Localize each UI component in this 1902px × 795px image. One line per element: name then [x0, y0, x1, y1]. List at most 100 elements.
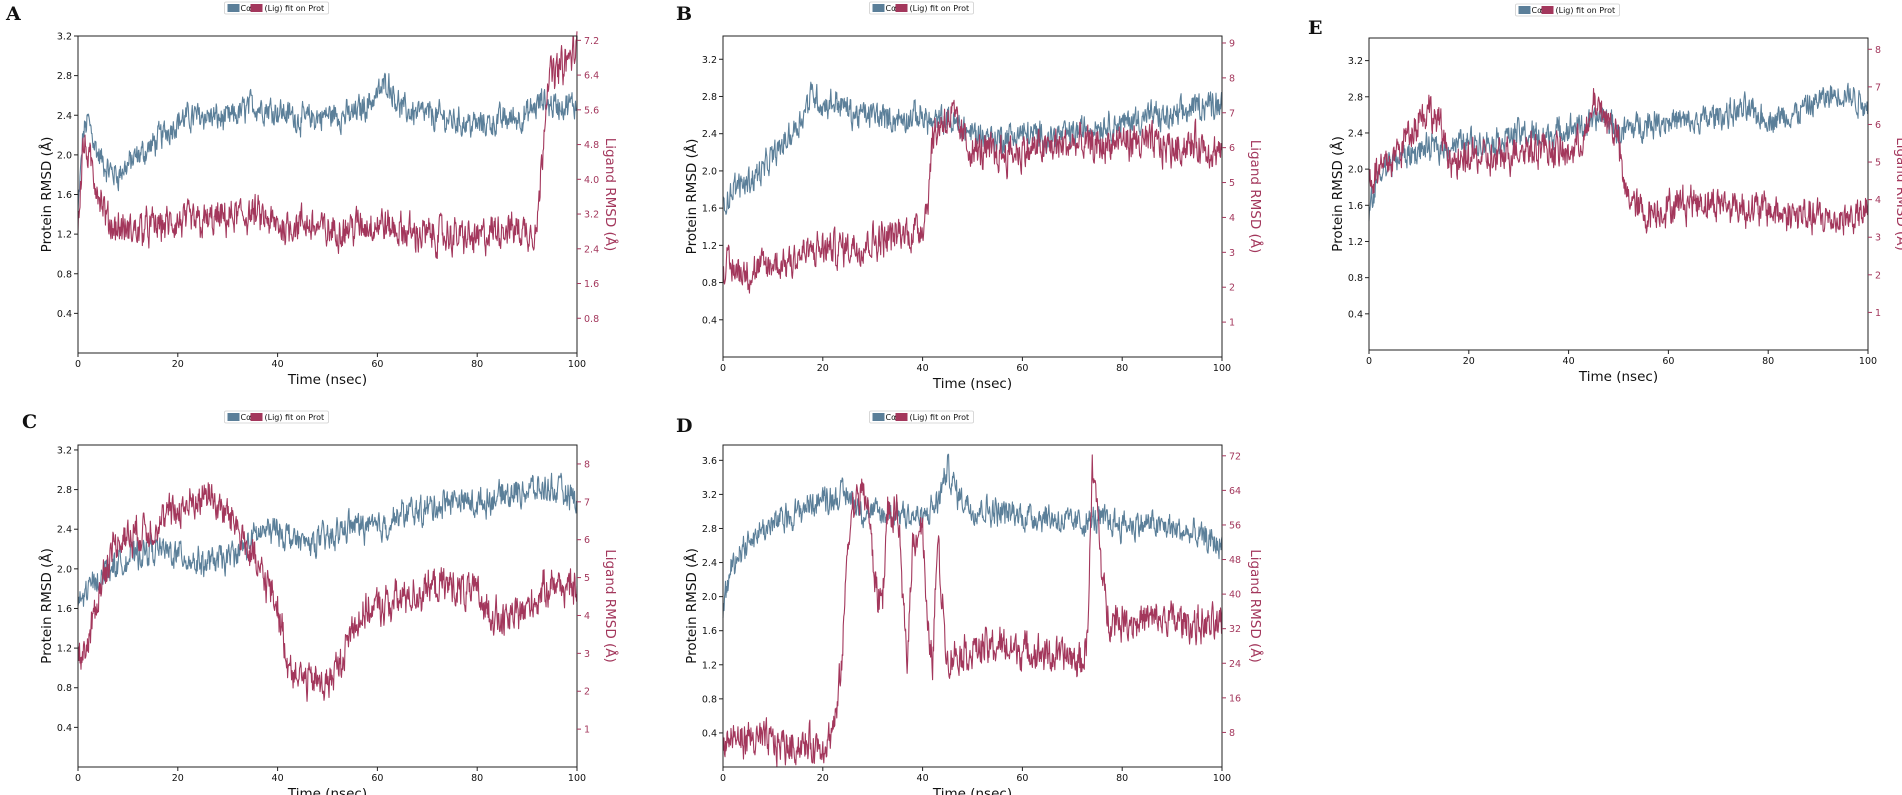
y-right-tick-label: 4	[1229, 213, 1235, 224]
x-tick-label: 0	[720, 773, 726, 784]
legend-swatch-ligand	[895, 4, 908, 12]
x-axis-label: Time (nsec)	[932, 786, 1012, 795]
x-axis-label: Time (nsec)	[1578, 369, 1658, 385]
y-left-tick-label: 2.0	[702, 592, 717, 603]
y-right-tick-label: 7	[1875, 82, 1881, 93]
y-left-tick-label: 1.6	[57, 190, 72, 201]
plot-frame	[722, 35, 1223, 358]
legend-label-protein: Cα	[241, 4, 252, 13]
y-right-tick-label: 7.2	[584, 36, 599, 47]
y-left-tick-label: 2.4	[57, 525, 72, 536]
x-tick-label: 80	[1116, 773, 1128, 784]
x-tick-label: 60	[371, 773, 383, 784]
panel-a: A 0 20 40 60 80 100 0.4 0.8 1.2 1.6 2.0 2.4 2.8 3.2 0.8…	[5, 1, 619, 388]
x-tick-label: 0	[1366, 356, 1372, 367]
y-axis-label-right: Ligand RMSD (Å)	[602, 549, 619, 663]
y-axis-label-left: Protein RMSD (Å)	[38, 137, 55, 253]
y-axis-label-right: Ligand RMSD (Å)	[1893, 137, 1902, 251]
panel-d: D 0 20 40 60 80 100 0.4 0.8 1.2 1.6 2.0 2.4 2.8 3.2 3.6…	[676, 410, 1264, 795]
y-right-tick-label: 0.8	[584, 314, 599, 325]
legend-label-ligand: (Lig) fit on Prot	[910, 413, 970, 422]
y-left-tick-label: 0.8	[57, 269, 72, 280]
x-tick-label: 60	[1662, 356, 1674, 367]
x-axis-label: Time (nsec)	[932, 376, 1012, 392]
legend-label-protein: Cα	[886, 413, 897, 422]
y-left-tick-label: 0.8	[1348, 273, 1363, 284]
y-right-tick-label: 1	[1229, 318, 1235, 329]
x-tick-label: 20	[1463, 356, 1475, 367]
legend-label-protein: Cα	[1532, 6, 1543, 15]
series-line-protein-ca	[1368, 82, 1869, 222]
y-right-tick-label: 8	[1229, 73, 1235, 84]
plot-frame	[77, 35, 578, 354]
x-tick-label: 100	[1213, 773, 1231, 784]
panel-letter: C	[22, 411, 37, 433]
y-left-tick-label: 2.0	[57, 150, 72, 161]
series-line-ligand-fit	[1368, 87, 1869, 236]
y-axis-label-right: Ligand RMSD (Å)	[1247, 549, 1264, 663]
x-tick-label: 100	[1859, 356, 1877, 367]
y-right-tick-label: 4	[584, 611, 590, 622]
y-right-tick-label: 5	[584, 573, 590, 584]
x-axis-label: Time (nsec)	[287, 372, 367, 388]
legend-label-ligand: (Lig) fit on Prot	[1556, 6, 1616, 15]
legend-label-ligand: (Lig) fit on Prot	[265, 4, 325, 13]
y-left-tick-label: 0.8	[57, 683, 72, 694]
x-tick-label: 20	[817, 773, 829, 784]
x-tick-label: 100	[568, 773, 586, 784]
legend: Cα (Lig) fit on Prot	[869, 410, 974, 424]
legend-swatch-ligand	[250, 4, 263, 12]
x-tick-label: 80	[471, 359, 483, 370]
y-right-tick-label: 3	[584, 649, 590, 660]
y-right-tick-label: 6.4	[584, 71, 599, 82]
y-left-tick-label: 3.2	[702, 55, 717, 66]
y-axis-label-right: Ligand RMSD (Å)	[1247, 140, 1264, 254]
y-right-tick-label: 8	[584, 459, 590, 470]
legend-swatch-ligand	[1541, 6, 1554, 14]
y-left-tick-label: 2.4	[702, 129, 717, 140]
y-left-tick-label: 1.2	[702, 241, 717, 252]
y-left-tick-label: 2.0	[57, 564, 72, 575]
y-right-tick-label: 5.6	[584, 105, 599, 116]
plot-frame	[1368, 37, 1869, 351]
y-right-tick-label: 6	[1875, 120, 1881, 131]
x-tick-label: 60	[1016, 363, 1028, 374]
series-line-protein-ca	[722, 81, 1223, 215]
x-axis-label: Time (nsec)	[287, 786, 367, 795]
y-left-tick-label: 1.6	[702, 626, 717, 637]
series-line-ligand-fit	[722, 99, 1223, 294]
y-right-tick-label: 4.0	[584, 175, 599, 186]
x-tick-label: 100	[1213, 363, 1231, 374]
y-left-tick-label: 0.4	[57, 309, 72, 320]
y-right-tick-label: 64	[1229, 486, 1241, 497]
y-left-tick-label: 2.8	[1348, 92, 1363, 103]
y-right-tick-label: 48	[1229, 555, 1241, 566]
y-left-tick-label: 3.6	[702, 456, 717, 467]
y-left-tick-label: 2.8	[702, 524, 717, 535]
legend-label-protein: Cα	[241, 413, 252, 422]
panel-c: C 0 20 40 60 80 100 0.4 0.8 1.2 1.6 2.0 2.4 2.8 3.2 1 2 3…	[22, 410, 619, 795]
x-tick-label: 40	[272, 773, 284, 784]
y-left-tick-label: 1.2	[57, 644, 72, 655]
y-left-tick-label: 1.6	[57, 604, 72, 615]
y-right-tick-label: 3.2	[584, 210, 599, 221]
y-left-tick-label: 1.2	[57, 230, 72, 241]
y-right-tick-label: 5	[1229, 178, 1235, 189]
y-right-tick-label: 1	[1875, 308, 1881, 319]
y-left-tick-label: 1.6	[702, 204, 717, 215]
y-left-tick-label: 2.8	[702, 92, 717, 103]
y-left-tick-label: 2.0	[702, 166, 717, 177]
y-left-tick-label: 0.8	[702, 694, 717, 705]
y-right-tick-label: 8	[1875, 45, 1881, 56]
y-left-tick-label: 2.4	[702, 558, 717, 569]
x-tick-label: 80	[471, 773, 483, 784]
x-tick-label: 20	[172, 773, 184, 784]
legend-swatch-ligand	[895, 413, 908, 421]
y-axis-label-left: Protein RMSD (Å)	[38, 548, 55, 664]
y-right-tick-label: 1	[584, 725, 590, 736]
y-right-tick-label: 2	[1875, 270, 1881, 281]
panel-letter: B	[676, 3, 692, 25]
y-left-tick-label: 3.2	[57, 32, 72, 43]
x-tick-label: 40	[1563, 356, 1575, 367]
